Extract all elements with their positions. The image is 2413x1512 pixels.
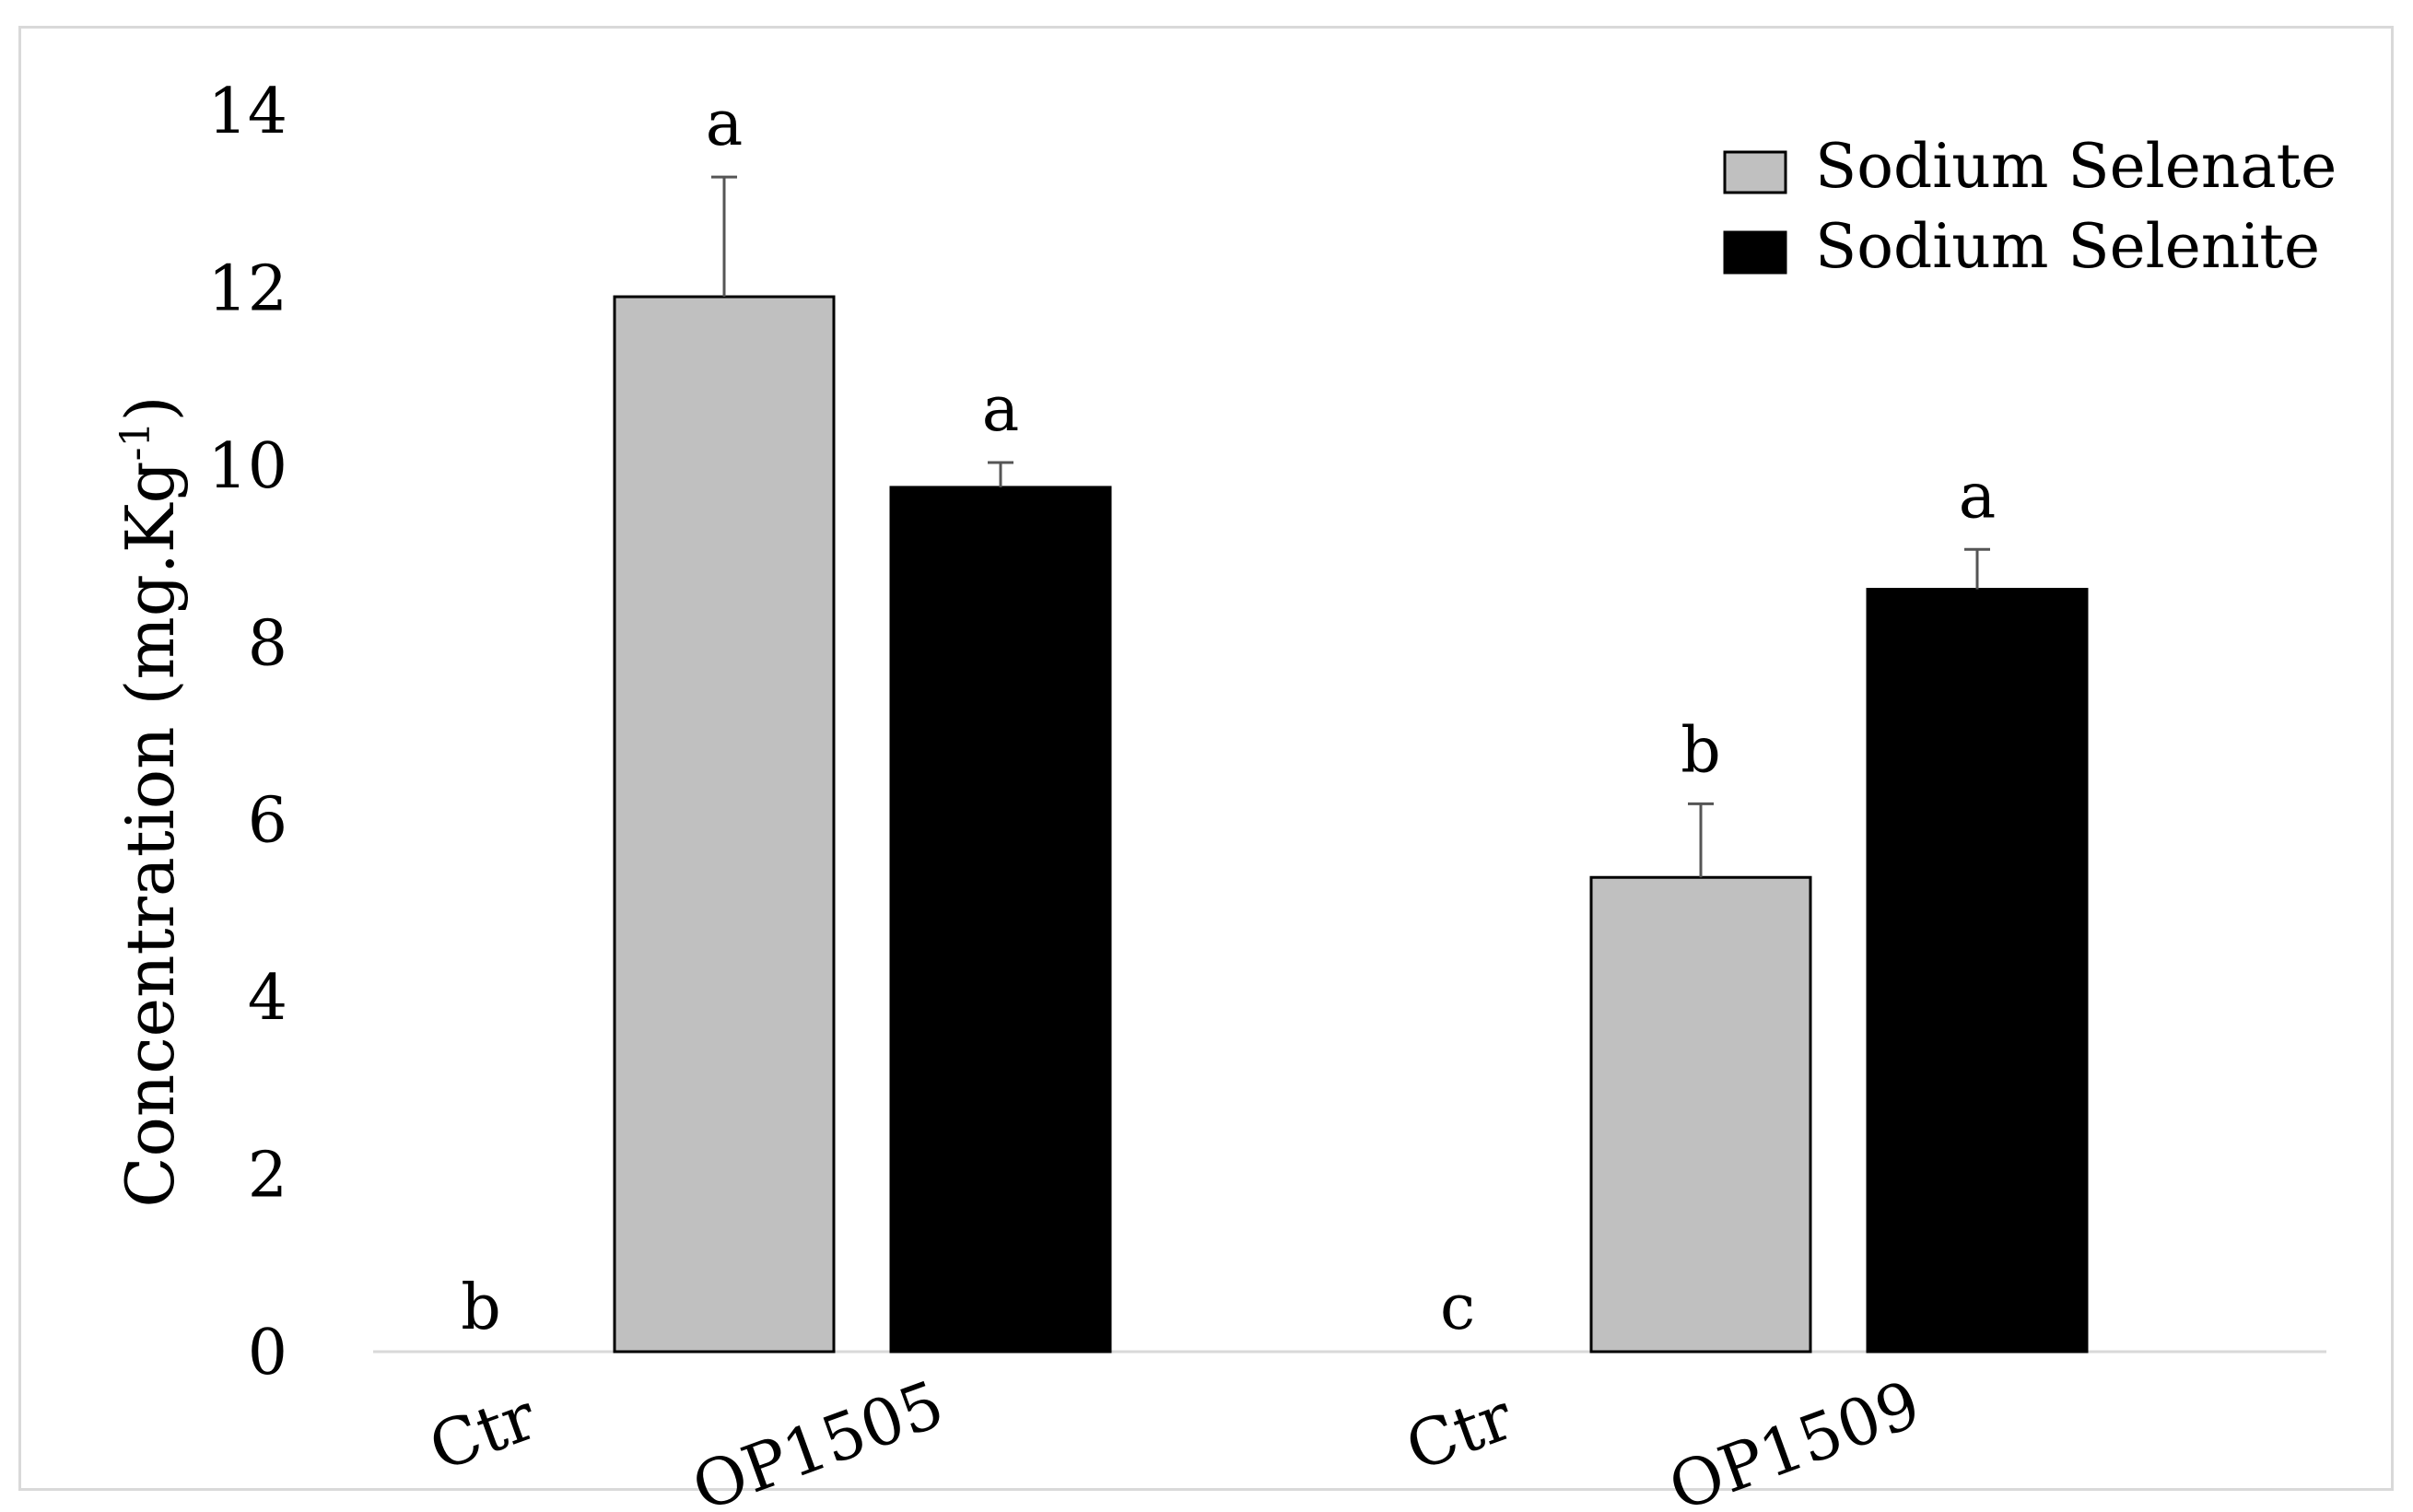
y-tick-label: 0 <box>248 1317 287 1389</box>
legend-swatch <box>1723 230 1787 275</box>
category-labels: Ctr OP1505 Ctr OP1509 <box>420 1366 1930 1512</box>
y-axis-title-superscript: -1 <box>112 422 159 462</box>
legend: Sodium Selenate Sodium Selenite <box>1723 131 2337 282</box>
y-axis-title-main: Concentration (mg.Kg <box>111 461 189 1207</box>
significance-label: a <box>706 88 744 160</box>
y-tick-label: 4 <box>248 962 287 1035</box>
bar-op1505-selenite <box>889 486 1112 1354</box>
category-label-op1509: OP1509 <box>1659 1366 1930 1512</box>
y-tick-label: 6 <box>248 785 287 858</box>
bar-op1505-selenate <box>613 295 836 1354</box>
y-axis-ticks: 0 2 4 6 8 10 12 14 <box>207 76 287 1389</box>
legend-label: Sodium Selenite <box>1815 211 2320 282</box>
category-label-op1505: OP1505 <box>683 1366 954 1512</box>
bars: b a a c b a <box>461 88 2089 1354</box>
y-tick-label: 8 <box>248 607 287 680</box>
significance-label: a <box>1959 460 1997 533</box>
y-tick-label: 12 <box>207 252 287 325</box>
category-label-ctr: Ctr <box>420 1378 546 1486</box>
y-tick-label: 2 <box>248 1140 287 1213</box>
y-tick-label: 14 <box>207 76 287 148</box>
significance-label: a <box>982 373 1020 446</box>
legend-swatch <box>1723 150 1787 194</box>
significance-label: c <box>1440 1272 1475 1344</box>
bar-op1509-selenate <box>1589 875 1812 1354</box>
y-axis-title-close: ) <box>111 395 189 421</box>
legend-label: Sodium Selenate <box>1815 131 2337 202</box>
y-axis-title: Concentration (mg.Kg-1) <box>111 395 189 1207</box>
bar-op1509-selenite <box>1866 588 2089 1354</box>
significance-label: b <box>461 1272 501 1344</box>
y-tick-label: 10 <box>207 430 287 503</box>
significance-label: b <box>1681 714 1721 787</box>
category-label-ctr: Ctr <box>1397 1378 1523 1486</box>
